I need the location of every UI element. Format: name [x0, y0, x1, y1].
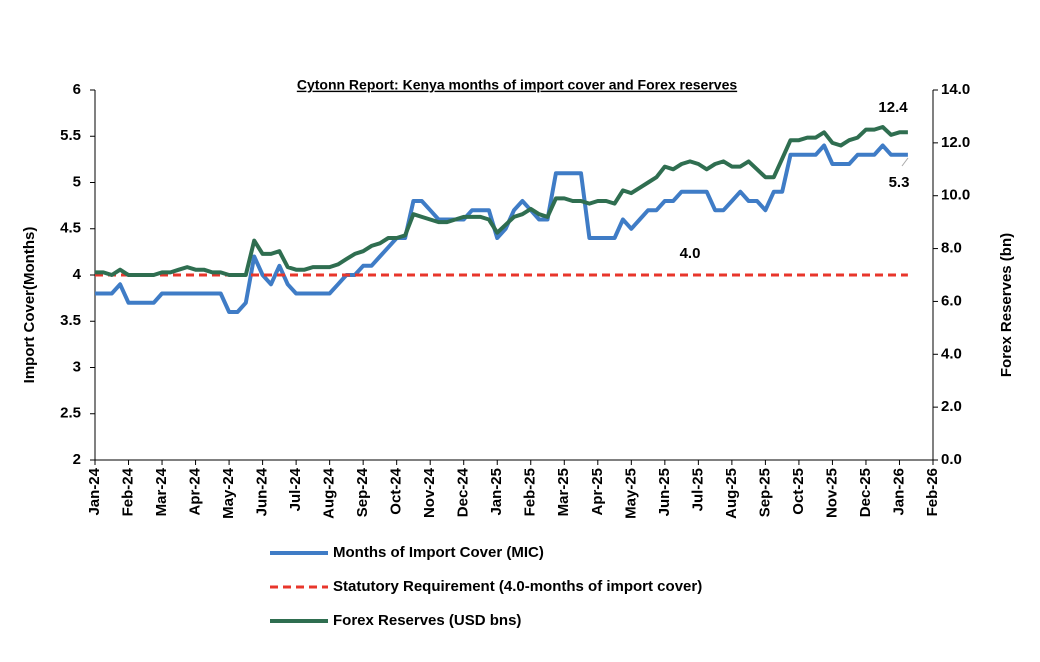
y-tick-label: 5.5 [60, 127, 81, 144]
x-tick-label: Sep-24 [354, 467, 371, 517]
x-tick-label: Sep-25 [756, 468, 773, 517]
series-line [95, 143, 908, 314]
y-tick-label: 4.5 [60, 220, 81, 237]
annotation-pointer [901, 157, 909, 167]
y2-tick-label: 0.0 [941, 451, 962, 468]
x-tick-label: May-25 [622, 468, 639, 519]
legend-label: Statutory Requirement (4.0-months of imp… [333, 578, 702, 595]
x-tick-label: Aug-25 [723, 468, 740, 519]
y2-tick-label: 2.0 [941, 398, 962, 415]
y-tick-label: 2 [73, 451, 81, 468]
x-tick-label: Dec-25 [857, 468, 874, 517]
y-tick-label: 4 [73, 266, 82, 283]
x-tick-label: Aug-24 [321, 467, 338, 518]
x-tick-label: Nov-24 [421, 467, 438, 518]
x-tick-label: Jul-25 [689, 468, 706, 511]
x-tick-label: Jan-26 [890, 468, 907, 516]
x-tick-label: May-24 [220, 467, 237, 519]
x-tick-label: Apr-25 [589, 468, 606, 516]
y2-tick-label: 4.0 [941, 345, 962, 362]
x-tick-label: Jun-24 [254, 467, 271, 516]
annotation: 12.4 [878, 99, 908, 116]
y-tick-label: 5 [73, 173, 81, 190]
y2-tick-label: 6.0 [941, 292, 962, 309]
y-tick-label: 3 [73, 358, 81, 375]
x-tick-label: Oct-25 [790, 468, 807, 515]
annotation: 5.3 [889, 174, 910, 191]
y2-tick-label: 8.0 [941, 240, 962, 257]
y-tick-label: 6 [73, 81, 81, 98]
y-axis-title: Import Cover(Months) [21, 227, 38, 384]
x-tick-label: Nov-25 [823, 468, 840, 518]
x-tick-label: Oct-24 [388, 467, 405, 514]
legend-label: Months of Import Cover (MIC) [333, 544, 544, 561]
x-tick-label: Jun-25 [656, 468, 673, 516]
y2-axis-title: Forex Reserves (bn) [998, 233, 1015, 377]
annotation: 4.0 [680, 245, 701, 262]
y-tick-label: 3.5 [60, 312, 81, 329]
y2-tick-label: 14.0 [941, 81, 970, 98]
x-tick-label: Dec-24 [455, 467, 472, 517]
x-tick-label: Mar-24 [153, 467, 170, 516]
x-tick-label: Apr-24 [187, 467, 204, 515]
x-tick-label: Jul-24 [287, 467, 304, 511]
y-tick-label: 2.5 [60, 405, 81, 422]
x-tick-label: Feb-26 [924, 468, 941, 516]
x-tick-label: Jan-25 [488, 468, 505, 516]
x-tick-label: Mar-25 [555, 468, 572, 516]
chart-title: Cytonn Report: Kenya months of import co… [297, 77, 738, 93]
x-tick-label: Feb-24 [119, 467, 136, 516]
x-tick-label: Jan-24 [86, 467, 103, 515]
y2-tick-label: 12.0 [941, 134, 970, 151]
series-line [95, 125, 908, 277]
legend-label: Forex Reserves (USD bns) [333, 612, 521, 629]
x-tick-label: Feb-25 [522, 468, 539, 516]
y2-tick-label: 10.0 [941, 187, 970, 204]
